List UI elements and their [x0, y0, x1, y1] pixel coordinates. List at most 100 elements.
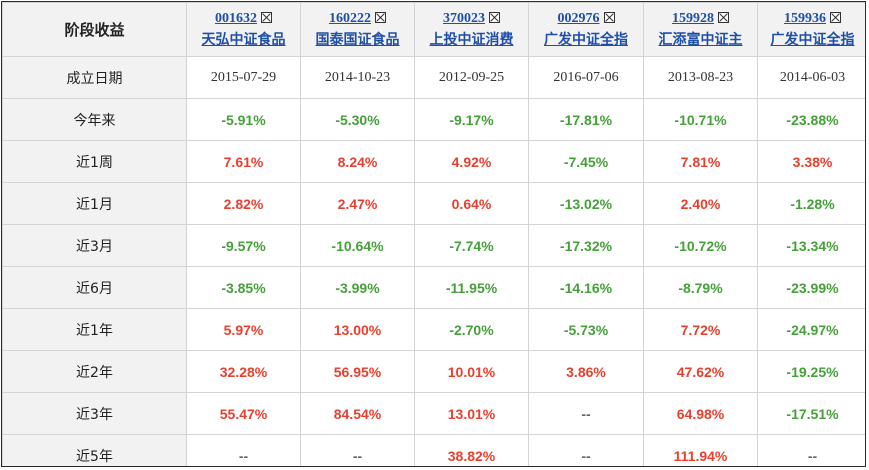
return-value-cell: --: [186, 434, 301, 466]
return-value-cell: --: [528, 392, 644, 435]
fund-name-link[interactable]: 汇添富中证主: [658, 31, 743, 48]
table-row: 近3月 -9.57% -10.64% -7.74% -17.32% -10.72% -13.…: [2, 224, 865, 267]
fund-name-link[interactable]: 天弘中证食品: [201, 31, 286, 48]
return-value-cell: 13.00%: [300, 308, 415, 351]
fund-name-link[interactable]: 广发中证全指: [770, 31, 855, 48]
return-value-cell: -9.57%: [186, 224, 301, 267]
row-label: 近6月: [2, 266, 187, 309]
return-value-cell: -5.30%: [300, 98, 415, 141]
return-value-cell: -3.85%: [186, 266, 301, 309]
return-value-cell: -17.81%: [528, 98, 644, 141]
row-label: 近1周: [2, 140, 187, 183]
row-label: 近5年: [2, 434, 187, 466]
fund-header-0: 001632 天弘中证食品: [186, 2, 301, 57]
return-value-cell: 7.72%: [643, 308, 758, 351]
row-label: 近2年: [2, 350, 187, 393]
fund-name-link[interactable]: 上投中证消费: [429, 31, 514, 48]
fund-header-row: 阶段收益 001632 天弘中证食品 160222 国泰国证食品 370023 …: [2, 2, 865, 57]
table-row: 近2年 32.28% 56.95% 10.01% 3.86% 47.62% -19.25%: [2, 350, 865, 393]
return-value-cell: 8.24%: [300, 140, 415, 183]
fund-header-5: 159936 广发中证全指: [757, 2, 865, 57]
return-value-cell: 32.28%: [186, 350, 301, 393]
founded-date-cell: 2014-10-23: [300, 56, 415, 99]
founded-date-cell: 2016-07-06: [528, 56, 644, 99]
return-value-cell: 84.54%: [300, 392, 415, 435]
table-row: 近1年 5.97% 13.00% -2.70% -5.73% 7.72% -24.97%: [2, 308, 865, 351]
close-icon[interactable]: [603, 11, 615, 23]
fund-code-link[interactable]: 159928: [672, 10, 714, 26]
row-label: 成立日期: [2, 56, 187, 99]
return-value-cell: 3.38%: [757, 140, 865, 183]
return-value-cell: 56.95%: [300, 350, 415, 393]
fund-code-link[interactable]: 001632: [215, 10, 257, 26]
table-row: 近1月 2.82% 2.47% 0.64% -13.02% 2.40% -1.28%: [2, 182, 865, 225]
table-row: 近6月 -3.85% -3.99% -11.95% -14.16% -8.79% -23.9…: [2, 266, 865, 309]
return-value-cell: --: [528, 434, 644, 466]
return-value-cell: 7.61%: [186, 140, 301, 183]
return-value-cell: -9.17%: [414, 98, 529, 141]
return-value-cell: 2.40%: [643, 182, 758, 225]
return-value-cell: 5.97%: [186, 308, 301, 351]
return-value-cell: 64.98%: [643, 392, 758, 435]
fund-code-link[interactable]: 002976: [557, 10, 600, 26]
return-value-cell: -1.28%: [757, 182, 865, 225]
return-value-cell: -23.88%: [757, 98, 865, 141]
fund-header-2: 370023 上投中证消费: [414, 2, 529, 57]
return-value-cell: 0.64%: [414, 182, 529, 225]
return-value-cell: -5.73%: [528, 308, 644, 351]
return-value-cell: -2.70%: [414, 308, 529, 351]
row-label: 近3月: [2, 224, 187, 267]
founded-date-cell: 2012-09-25: [414, 56, 529, 99]
return-value-cell: 2.82%: [186, 182, 301, 225]
row-label: 近1月: [2, 182, 187, 225]
row-label: 今年来: [2, 98, 187, 141]
return-value-cell: -14.16%: [528, 266, 644, 309]
returns-body: 今年来 -5.91% -5.30% -9.17% -17.81% -10.71% -23.8…: [2, 98, 865, 466]
table-row: 今年来 -5.91% -5.30% -9.17% -17.81% -10.71% -23.8…: [2, 98, 865, 141]
close-icon[interactable]: [830, 11, 841, 23]
fund-code-link[interactable]: 160222: [329, 10, 371, 26]
return-value-cell: -17.32%: [528, 224, 644, 267]
return-value-cell: 13.01%: [414, 392, 529, 435]
return-value-cell: -10.72%: [643, 224, 758, 267]
return-value-cell: 4.92%: [414, 140, 529, 183]
return-value-cell: -17.51%: [757, 392, 865, 435]
return-value-cell: 2.47%: [300, 182, 415, 225]
founded-date-cell: 2013-08-23: [643, 56, 758, 99]
fund-header-3: 002976 广发中证全指: [528, 2, 644, 57]
return-value-cell: 10.01%: [414, 350, 529, 393]
close-icon[interactable]: [261, 11, 272, 23]
close-icon[interactable]: [718, 11, 729, 23]
return-value-cell: 55.47%: [186, 392, 301, 435]
period-returns-header: 阶段收益: [2, 2, 187, 57]
return-value-cell: 47.62%: [643, 350, 758, 393]
table-row: 近1周 7.61% 8.24% 4.92% -7.45% 7.81% 3.38%: [2, 140, 865, 183]
close-icon[interactable]: [375, 11, 386, 23]
close-icon[interactable]: [489, 11, 500, 23]
return-value-cell: 111.94%: [643, 434, 758, 466]
fund-name-link[interactable]: 广发中证全指: [544, 31, 628, 48]
return-value-cell: -8.79%: [643, 266, 758, 309]
row-label: 近3年: [2, 392, 187, 435]
fund-header-1: 160222 国泰国证食品: [300, 2, 415, 57]
return-value-cell: -24.97%: [757, 308, 865, 351]
return-value-cell: 38.82%: [414, 434, 529, 466]
return-value-cell: --: [300, 434, 415, 466]
return-value-cell: -11.95%: [414, 266, 529, 309]
fund-name-link[interactable]: 国泰国证食品: [315, 31, 400, 48]
return-value-cell: -10.71%: [643, 98, 758, 141]
return-value-cell: -3.99%: [300, 266, 415, 309]
fund-header-4: 159928 汇添富中证主: [643, 2, 758, 57]
return-value-cell: -13.02%: [528, 182, 644, 225]
row-label: 近1年: [2, 308, 187, 351]
fund-code-link[interactable]: 370023: [443, 10, 485, 26]
return-value-cell: -19.25%: [757, 350, 865, 393]
table-row: 近3年 55.47% 84.54% 13.01% -- 64.98% -17.51%: [2, 392, 865, 435]
return-value-cell: -13.34%: [757, 224, 865, 267]
founded-date-cell: 2014-06-03: [757, 56, 865, 99]
fund-code-link[interactable]: 159936: [784, 10, 826, 26]
return-value-cell: -7.45%: [528, 140, 644, 183]
return-value-cell: -7.74%: [414, 224, 529, 267]
